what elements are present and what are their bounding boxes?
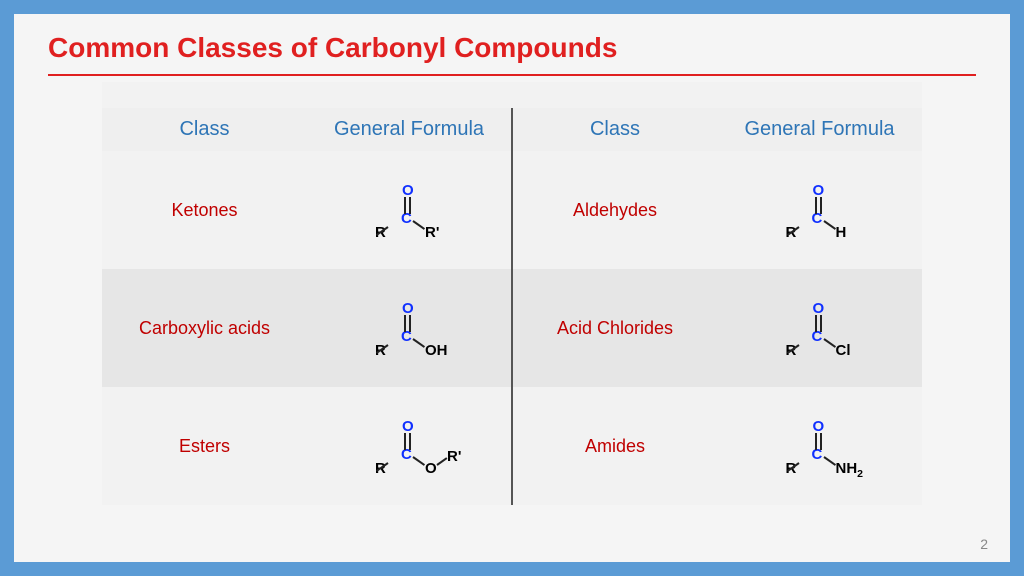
slide-title: Common Classes of Carbonyl Compounds: [14, 14, 1010, 70]
col-class-1: Class: [102, 108, 307, 151]
class-name: Esters: [102, 387, 307, 505]
bond: [820, 197, 822, 214]
bond: [412, 456, 425, 466]
formula-cell: COROH: [307, 269, 512, 387]
compounds-table: Class General Formula Class General Form…: [102, 82, 922, 505]
formula-cell: CORH: [717, 151, 922, 269]
bond: [404, 197, 406, 214]
substituent: H: [836, 224, 847, 241]
table-row: Ketones CORR' Aldehydes CORH: [102, 151, 922, 269]
bond: [412, 338, 425, 348]
bond: [409, 315, 411, 332]
formula-cell: CORCl: [717, 269, 922, 387]
bond: [823, 220, 836, 230]
class-name: Acid Chlorides: [512, 269, 717, 387]
substituent: NH2: [836, 460, 864, 480]
bond: [404, 433, 406, 450]
bond: [815, 197, 817, 214]
bond: [412, 220, 425, 230]
slide-frame: Common Classes of Carbonyl Compounds Cla…: [0, 0, 1024, 576]
table-caption-row: [102, 82, 922, 108]
bond: [404, 315, 406, 332]
table-row: Esters COROR' Amides CORNH2: [102, 387, 922, 505]
table: Class General Formula Class General Form…: [102, 108, 922, 505]
substituent: OH: [425, 342, 448, 359]
class-name: Ketones: [102, 151, 307, 269]
col-formula-2: General Formula: [717, 108, 922, 151]
class-name: Amides: [512, 387, 717, 505]
substituent: O: [425, 460, 437, 477]
bond: [436, 457, 447, 466]
bond: [823, 456, 836, 466]
formula-cell: CORNH2: [717, 387, 922, 505]
formula-cell: CORR': [307, 151, 512, 269]
bond: [823, 338, 836, 348]
page-number: 2: [980, 536, 988, 552]
col-formula-1: General Formula: [307, 108, 512, 151]
bond: [815, 315, 817, 332]
substituent: R': [447, 448, 461, 465]
formula-cell: COROR': [307, 387, 512, 505]
col-class-2: Class: [512, 108, 717, 151]
title-underline: [48, 74, 976, 76]
substituent: R': [425, 224, 439, 241]
table-row: Carboxylic acids COROH Acid Chlorides CO…: [102, 269, 922, 387]
bond: [815, 433, 817, 450]
table-header-row: Class General Formula Class General Form…: [102, 108, 922, 151]
bond: [409, 433, 411, 450]
bond: [820, 433, 822, 450]
substituent: Cl: [836, 342, 851, 359]
bond: [820, 315, 822, 332]
class-name: Carboxylic acids: [102, 269, 307, 387]
bond: [409, 197, 411, 214]
class-name: Aldehydes: [512, 151, 717, 269]
